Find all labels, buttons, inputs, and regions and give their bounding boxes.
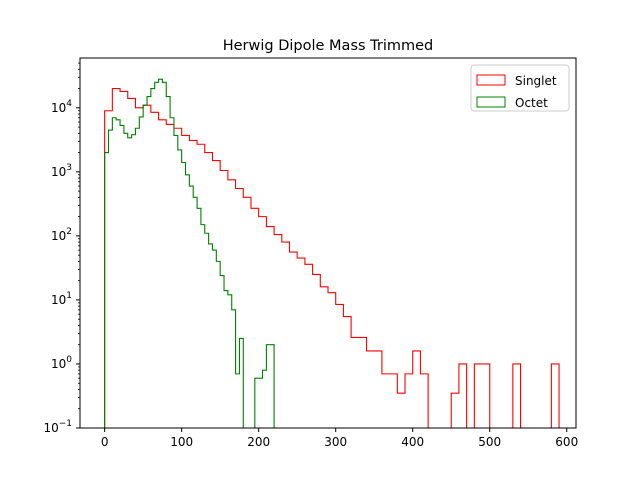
legend-swatch-singlet — [476, 74, 506, 86]
x-tick-label: 100 — [170, 435, 193, 449]
x-tick-label: 0 — [101, 435, 109, 449]
y-tick-label: 100 — [51, 355, 72, 371]
x-tick-label: 200 — [247, 435, 270, 449]
legend-swatch-octet — [476, 96, 506, 108]
legend-box — [470, 64, 570, 112]
x-axis-ticks: 0 100 200 300 400 500 600 — [101, 428, 578, 449]
y-tick-label: 101 — [51, 291, 72, 307]
y-tick-label: 10−1 — [43, 419, 72, 435]
y-axis-ticks: 10−1 100 101 102 103 104 — [43, 62, 80, 435]
x-tick-label: 400 — [401, 435, 424, 449]
histogram-step-singlet — [104, 88, 560, 428]
y-tick-label: 102 — [51, 227, 72, 243]
x-tick-label: 300 — [324, 435, 347, 449]
series-singlet — [104, 88, 560, 428]
y-tick-label: 104 — [51, 99, 72, 115]
legend-label-octet: Octet — [515, 96, 548, 110]
axes-frame — [79, 57, 577, 429]
plot-area — [79, 57, 577, 429]
histogram-step-octet — [104, 78, 275, 428]
legend-label-singlet: Singlet — [515, 74, 557, 88]
legend: Singlet Octet — [470, 64, 570, 112]
y-tick-label: 103 — [51, 163, 72, 179]
series-layer — [104, 78, 560, 428]
series-octet — [104, 78, 275, 428]
x-tick-label: 500 — [478, 435, 501, 449]
x-tick-label: 600 — [555, 435, 578, 449]
chart-title: Herwig Dipole Mass Trimmed — [223, 38, 434, 54]
